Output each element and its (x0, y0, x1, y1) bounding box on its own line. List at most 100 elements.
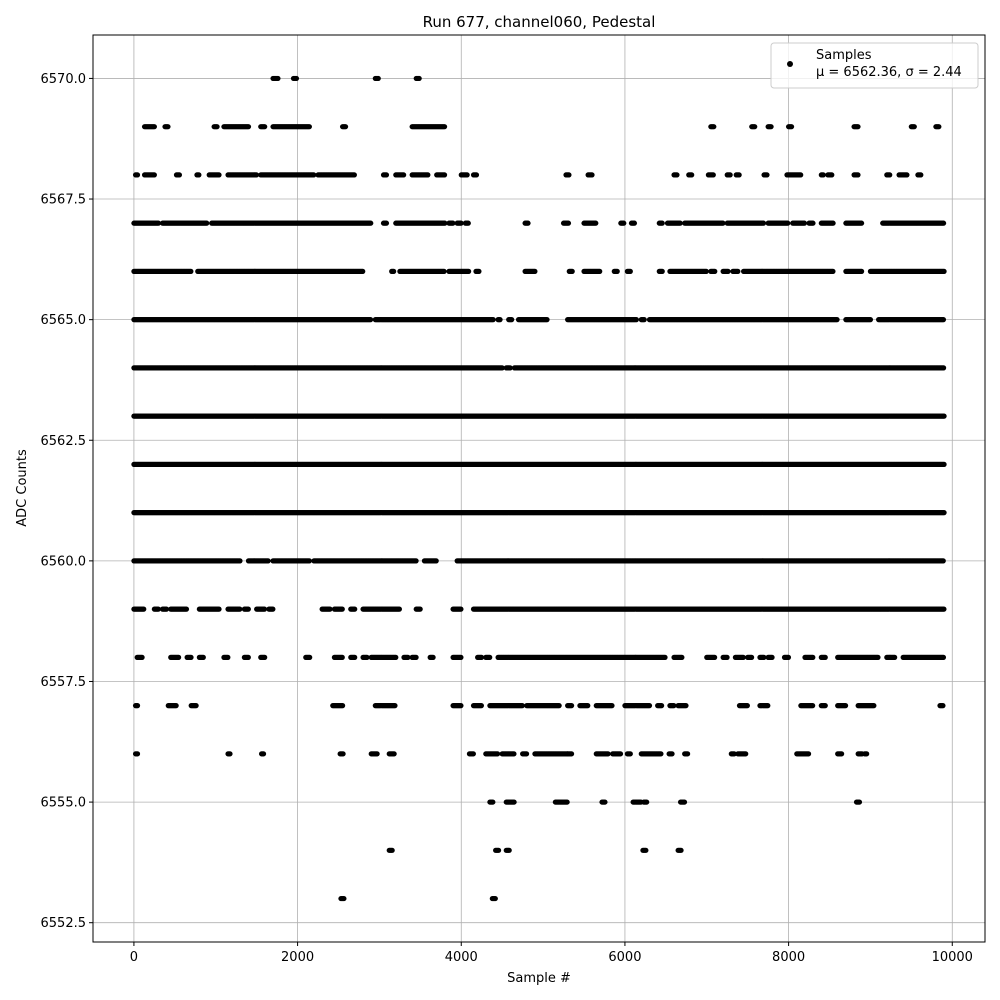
data-point (214, 124, 220, 130)
data-point (677, 220, 683, 226)
data-point (464, 172, 470, 178)
data-point (401, 172, 407, 178)
data-point (720, 220, 726, 226)
data-point (727, 172, 733, 178)
data-point (940, 317, 947, 323)
data-point (176, 172, 183, 178)
data-point (858, 220, 865, 226)
data-point (941, 461, 947, 467)
data-point (368, 220, 374, 226)
data-point (941, 268, 947, 274)
data-point (788, 124, 795, 130)
data-point (940, 220, 947, 226)
data-point (659, 268, 665, 274)
data-point (858, 268, 865, 274)
data-point (473, 172, 480, 178)
data-point (712, 268, 718, 274)
data-point (703, 268, 709, 274)
data-point (785, 220, 791, 226)
data-point (830, 268, 836, 274)
data-point (829, 172, 835, 178)
data-point (253, 172, 260, 178)
data-point (614, 268, 620, 274)
data-point (525, 220, 531, 226)
data-point (936, 124, 942, 130)
data-point (196, 172, 202, 178)
data-point (593, 220, 599, 226)
data-point (752, 124, 758, 130)
data-point (204, 220, 210, 226)
data-point (458, 220, 464, 226)
data-point (633, 317, 639, 323)
data-point (631, 220, 638, 226)
data-point (476, 268, 482, 274)
data-point (375, 75, 381, 82)
data-point (367, 317, 374, 323)
data-point (941, 413, 947, 419)
data-point (911, 124, 917, 130)
data-point (293, 75, 300, 82)
data-point (416, 75, 422, 82)
data-point (441, 172, 448, 178)
data-point (621, 220, 627, 226)
data-point (659, 220, 665, 226)
data-point (855, 172, 861, 178)
data-point (589, 172, 595, 178)
data-point (425, 172, 431, 178)
data-point (855, 124, 861, 130)
data-point (165, 124, 171, 130)
data-point (465, 220, 471, 226)
data-point (711, 124, 717, 130)
data-point (311, 172, 317, 178)
data-point (497, 317, 503, 323)
data-point (383, 220, 390, 226)
data-points (131, 75, 947, 902)
data-point (262, 124, 268, 130)
data-point (940, 365, 947, 371)
data-point (641, 317, 647, 323)
data-point (383, 172, 390, 178)
data-point (151, 172, 157, 178)
data-point (689, 172, 695, 178)
data-point (918, 172, 924, 178)
data-point (360, 268, 366, 274)
data-point (887, 172, 893, 178)
data-point (442, 220, 448, 226)
data-point (216, 172, 222, 178)
data-point (490, 317, 496, 323)
data-point (867, 317, 874, 323)
data-point (466, 268, 472, 274)
data-point (627, 268, 633, 274)
data-point (569, 268, 575, 274)
data-point (275, 75, 281, 82)
data-point (544, 317, 550, 323)
data-point (134, 172, 141, 178)
data-point (509, 317, 515, 323)
data-point (151, 124, 157, 130)
data-point (351, 172, 357, 178)
data-point (188, 268, 194, 274)
data-point (904, 172, 910, 178)
data-point (798, 172, 804, 178)
data-point (245, 124, 252, 130)
data-point (674, 172, 680, 178)
data-point (441, 124, 448, 130)
data-point (710, 172, 716, 178)
data-point (532, 268, 538, 274)
data-point (597, 268, 603, 274)
data-point (801, 220, 808, 226)
data-point (725, 268, 731, 274)
data-point (441, 268, 447, 274)
data-point (391, 268, 397, 274)
data-point (565, 220, 572, 226)
data-point (764, 172, 770, 178)
data-point (155, 220, 162, 226)
data-point (830, 220, 836, 226)
data-point (834, 317, 840, 323)
data-point (768, 124, 774, 130)
data-point (306, 124, 312, 130)
data-point (566, 172, 572, 178)
data-point (342, 124, 349, 130)
